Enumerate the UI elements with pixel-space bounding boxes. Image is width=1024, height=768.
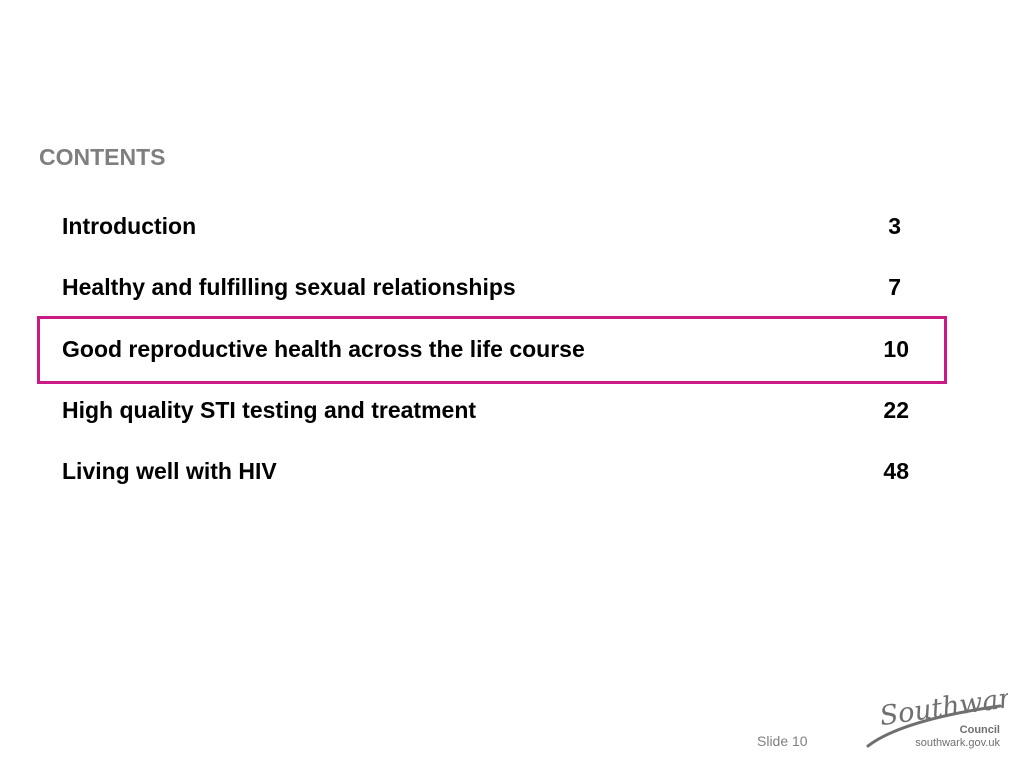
toc-item-title: Healthy and fulfilling sexual relationsh…: [62, 274, 516, 300]
toc-item-sti-testing[interactable]: High quality STI testing and treatment 2…: [62, 396, 909, 424]
toc-item-title: Living well with HIV: [62, 458, 277, 484]
highlight-box: [37, 316, 947, 384]
logo-url-label: southwark.gov.uk: [915, 737, 1000, 749]
southwark-council-logo: Southwark Council southwark.gov.uk: [862, 684, 1008, 754]
toc-item-page: 22: [883, 397, 909, 423]
toc-item-healthy-relationships[interactable]: Healthy and fulfilling sexual relationsh…: [62, 273, 909, 301]
toc-item-title: Introduction: [62, 213, 197, 239]
toc-item-living-with-hiv[interactable]: Living well with HIV 48: [62, 457, 909, 485]
toc-item-page: 3: [888, 213, 901, 239]
toc-item-reproductive-health[interactable]: Good reproductive health across the life…: [62, 335, 909, 363]
toc-item-page: 7: [888, 274, 901, 300]
toc-item-title: Good reproductive health across the life…: [62, 336, 585, 362]
southwark-wordmark-icon: Southwark: [866, 684, 1008, 748]
toc-item-introduction[interactable]: Introduction 3: [62, 212, 909, 240]
toc-item-page: 48: [883, 458, 909, 484]
slide-number: Slide 10: [757, 733, 808, 749]
toc-item-title: High quality STI testing and treatment: [62, 397, 477, 423]
page-title: CONTENTS: [39, 144, 166, 170]
logo-council-label: Council: [959, 724, 1000, 736]
toc-item-page: 10: [883, 336, 909, 362]
